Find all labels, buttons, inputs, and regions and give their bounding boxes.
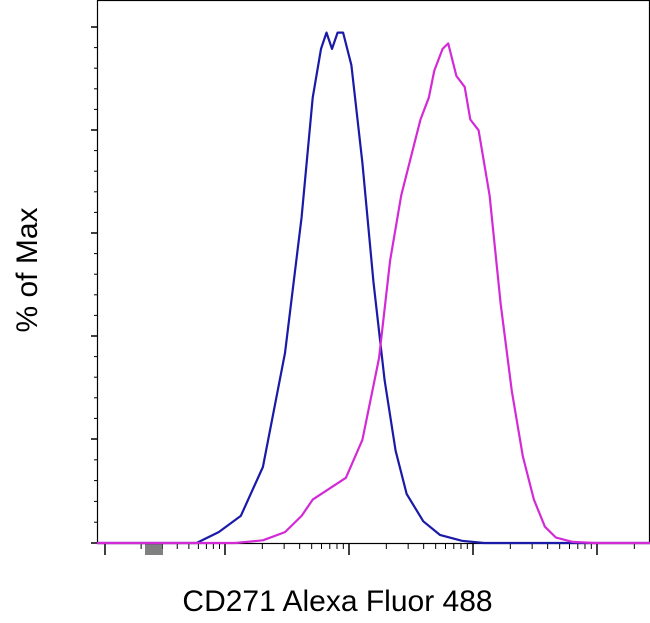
series-line-1 <box>97 31 650 545</box>
x-axis-title: CD271 Alexa Fluor 488 <box>182 585 493 618</box>
series-line-2 <box>97 42 650 545</box>
y-axis-title: % of Max <box>11 207 44 333</box>
